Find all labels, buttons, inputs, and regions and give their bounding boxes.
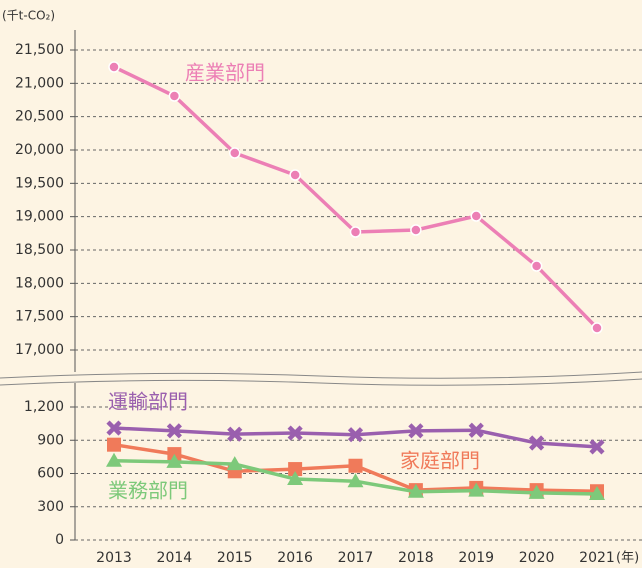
y-tick-label: 900: [37, 432, 64, 448]
marker: [349, 226, 362, 238]
series-label: 業務部門: [108, 479, 188, 503]
marker: [468, 482, 485, 497]
y-tick-label: 20,000: [15, 142, 64, 158]
y-tick-label: 0: [55, 532, 64, 548]
marker: [287, 471, 304, 486]
marker: [530, 260, 543, 272]
y-tick-label: 20,500: [15, 109, 64, 125]
marker: [347, 473, 364, 488]
x-tick-label: 2019: [458, 550, 494, 566]
y-axis-label: (千t-CO₂): [2, 9, 55, 23]
marker: [227, 426, 243, 442]
x-tick-label: 2013: [96, 550, 132, 566]
marker: [229, 147, 241, 159]
marker: [408, 423, 424, 439]
y-tick-label: 19,000: [15, 209, 64, 225]
x-tick-label: 2016: [277, 550, 313, 566]
marker: [287, 425, 303, 441]
marker: [347, 427, 364, 443]
y-tick-label: 17,500: [15, 309, 64, 325]
y-tick-label: 21,000: [15, 75, 64, 91]
marker: [288, 462, 303, 477]
marker: [589, 439, 605, 455]
marker: [528, 484, 545, 499]
marker: [226, 456, 243, 471]
axis-break: [0, 371, 642, 379]
y-tick-label: 19,500: [15, 175, 64, 191]
y-tick-label: 18,000: [15, 275, 64, 291]
marker: [289, 169, 301, 181]
marker: [410, 224, 422, 236]
marker: [589, 486, 605, 501]
marker: [106, 420, 122, 436]
marker: [168, 90, 181, 102]
x-tick-label: 2018: [398, 550, 434, 566]
y-tick-label: 17,000: [15, 342, 64, 358]
axis-break: [0, 378, 642, 386]
y-tick-label: 18,500: [15, 242, 64, 258]
x-tick-label: 2021: [579, 550, 615, 566]
marker: [166, 453, 183, 468]
y-tick-label: 600: [37, 466, 64, 482]
marker: [468, 422, 484, 438]
marker: [591, 322, 603, 334]
x-tick-label: 2017: [338, 550, 374, 566]
x-tick-label: 2015: [217, 550, 253, 566]
x-tick-label: 2020: [519, 550, 555, 566]
series-label: 産業部門: [185, 61, 265, 85]
marker: [470, 210, 482, 222]
marker: [166, 423, 182, 439]
series-label: 家庭部門: [400, 449, 480, 473]
marker: [348, 458, 363, 473]
series-label: 運輸部門: [108, 390, 188, 414]
x-axis-label: (年): [616, 551, 639, 566]
y-tick-label: 1,200: [24, 399, 64, 415]
marker: [407, 483, 424, 498]
marker: [108, 61, 120, 73]
y-tick-label: 300: [37, 499, 64, 515]
marker: [107, 437, 121, 452]
marker: [529, 435, 545, 451]
y-tick-label: 21,500: [15, 42, 64, 58]
x-tick-label: 2014: [157, 550, 193, 566]
marker: [106, 452, 122, 467]
